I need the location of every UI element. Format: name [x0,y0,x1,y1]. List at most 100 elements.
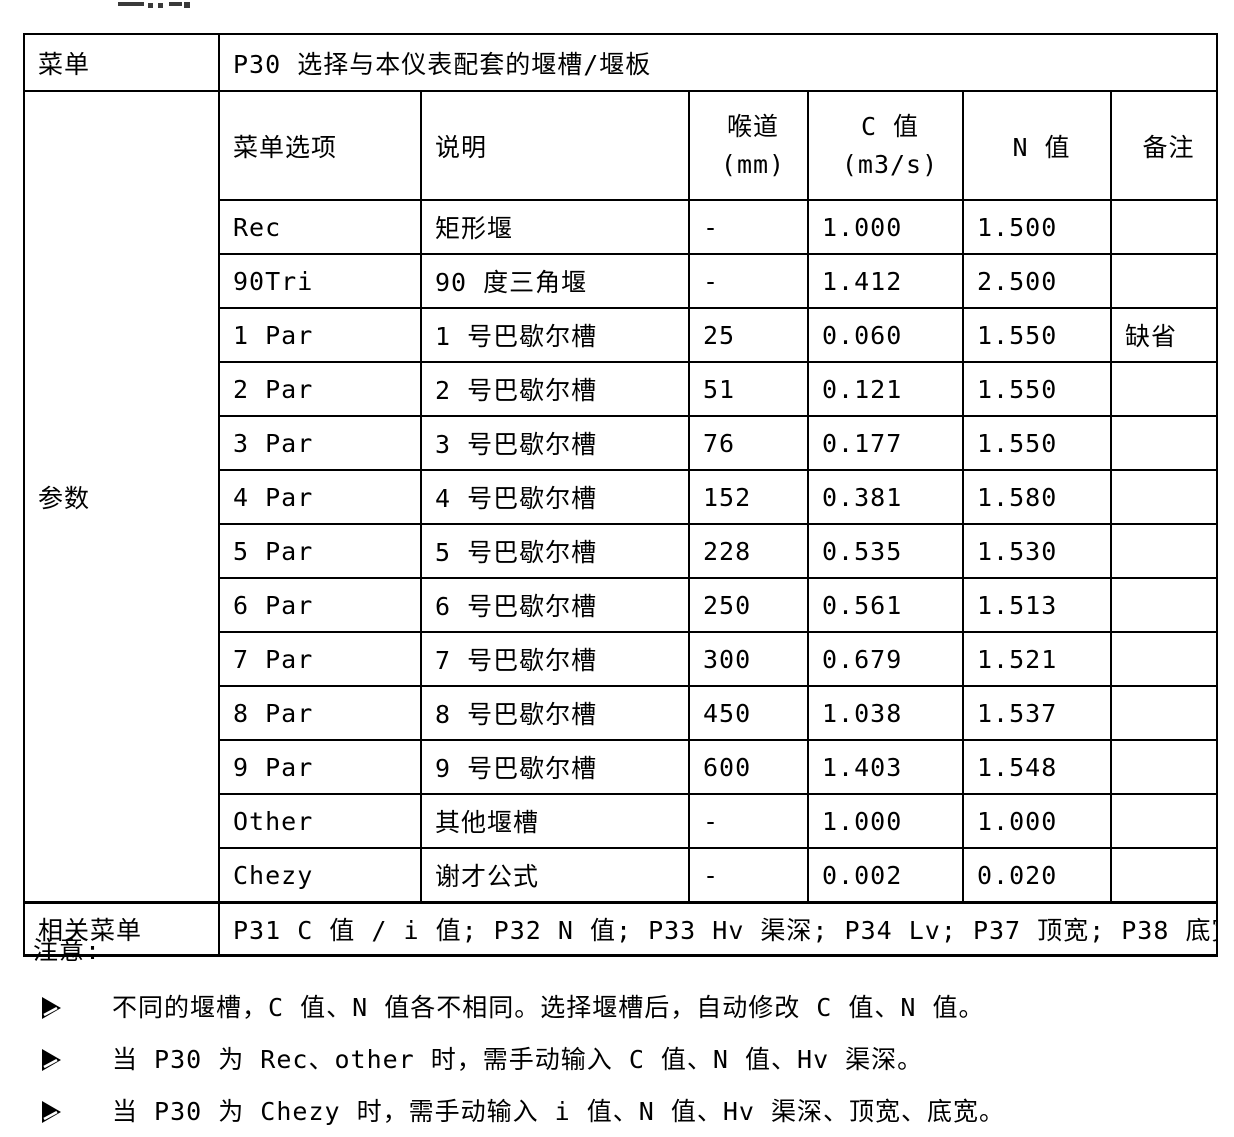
c-cell: 0.121 [807,361,964,417]
desc-cell: 9 号巴歇尔槽 [420,739,690,795]
throat-cell: - [688,793,809,849]
remark-cell [1109,361,1219,417]
throat-cell: 450 [688,685,809,741]
menu-label-cell: 菜单 [23,33,220,92]
n-cell: 1.550 [962,361,1112,417]
desc-cell: 90 度三角堰 [420,253,690,309]
c-cell: 1.000 [807,793,964,849]
n-cell: 1.550 [962,307,1112,363]
table-row: 4 Par 4 号巴歇尔槽 152 0.381 1.580 [24,469,1219,525]
option-cell: 9 Par [218,739,422,795]
option-cell: 8 Par [218,685,422,741]
remark-cell [1109,415,1219,471]
desc-cell: 4 号巴歇尔槽 [420,469,690,525]
parameter-table: 菜单 P30 选择与本仪表配套的堰槽/堰板 参数 菜单选项 说明 喉道 (mm)… [23,33,1219,957]
n-cell: 0.020 [962,847,1112,904]
throat-cell: - [688,199,809,255]
related-label-cell: 相关菜单 [23,901,220,957]
notes-heading: 注意: [33,936,102,965]
remark-cell [1109,577,1219,633]
note-item: 当 P30 为 Rec、other 时，需手动输入 C 值、N 值、Hv 渠深。 [41,1044,923,1076]
table-row: 1 Par 1 号巴歇尔槽 25 0.060 1.550 缺省 [24,307,1219,363]
table-header-row: 参数 菜单选项 说明 喉道 (mm) C 值 (m3/s) N 值 备注 [23,90,1219,904]
header-throat-cell: 喉道 (mm) [688,90,809,201]
desc-cell: 谢才公式 [420,847,690,904]
table-row: 9 Par 9 号巴歇尔槽 600 1.403 1.548 [24,739,1219,795]
table-row: 5 Par 5 号巴歇尔槽 228 0.535 1.530 [24,523,1219,579]
desc-cell: 7 号巴歇尔槽 [420,631,690,687]
option-cell: 7 Par [218,631,422,687]
note-text: 当 P30 为 Chezy 时，需手动输入 i 值、N 值、Hv 渠深、顶宽、底… [112,1097,1006,1126]
header-option-cell: 菜单选项 [218,90,422,201]
note-text: 不同的堰槽，C 值、N 值各不相同。选择堰槽后，自动修改 C 值、N 值。 [112,993,985,1022]
table-row-related: 相关菜单 P31 C 值 / i 值; P32 N 值; P33 Hv 渠深; … [23,901,1219,957]
c-cell: 0.679 [807,631,964,687]
throat-cell: 25 [688,307,809,363]
remark-cell [1109,793,1219,849]
throat-cell: - [688,253,809,309]
table-row: Chezy 谢才公式 - 0.002 0.020 [24,847,1219,904]
table-row: 3 Par 3 号巴歇尔槽 76 0.177 1.550 [24,415,1219,471]
c-cell: 0.381 [807,469,964,525]
note-text: 当 P30 为 Rec、other 时，需手动输入 C 值、N 值、Hv 渠深。 [112,1045,924,1074]
table-row: Other 其他堰槽 - 1.000 1.000 [24,793,1219,849]
c-cell: 0.535 [807,523,964,579]
remark-cell [1109,631,1219,687]
c-cell: 1.000 [807,199,964,255]
option-cell: Other [218,793,422,849]
remark-cell [1109,523,1219,579]
header-c-cell: C 值 (m3/s) [807,90,964,201]
option-cell: 3 Par [218,415,422,471]
remark-cell [1109,253,1219,309]
option-cell: 4 Par [218,469,422,525]
n-cell: 1.548 [962,739,1112,795]
option-cell: 90Tri [218,253,422,309]
arrow-bullet-icon [42,1049,61,1071]
table-row: 7 Par 7 号巴歇尔槽 300 0.679 1.521 [24,631,1219,687]
note-item: 当 P30 为 Chezy 时，需手动输入 i 值、N 值、Hv 渠深、顶宽、底… [41,1096,1005,1128]
throat-cell: 51 [688,361,809,417]
option-cell: 2 Par [218,361,422,417]
c-cell: 0.060 [807,307,964,363]
option-cell: Rec [218,199,422,255]
desc-cell: 3 号巴歇尔槽 [420,415,690,471]
throat-cell: 250 [688,577,809,633]
table-row: 90Tri 90 度三角堰 - 1.412 2.500 [24,253,1219,309]
n-cell: 1.521 [962,631,1112,687]
c-cell: 1.403 [807,739,964,795]
option-cell: 5 Par [218,523,422,579]
throat-cell: 152 [688,469,809,525]
desc-cell: 1 号巴歇尔槽 [420,307,690,363]
menu-value-cell: P30 选择与本仪表配套的堰槽/堰板 [217,33,1219,92]
remark-cell [1109,739,1219,795]
desc-cell: 6 号巴歇尔槽 [420,577,690,633]
header-remark-cell: 备注 [1109,90,1219,201]
throat-cell: 600 [688,739,809,795]
n-cell: 1.537 [962,685,1112,741]
desc-cell: 矩形堰 [420,199,690,255]
table-row: Rec 矩形堰 - 1.000 1.500 [24,199,1219,255]
c-cell: 1.412 [807,253,964,309]
option-cell: Chezy [218,847,422,904]
remark-cell [1109,685,1219,741]
header-n-cell: N 值 [962,90,1112,201]
throat-cell: - [688,847,809,904]
n-cell: 1.580 [962,469,1112,525]
table-row: 8 Par 8 号巴歇尔槽 450 1.038 1.537 [24,685,1219,741]
remark-cell: 缺省 [1109,307,1219,363]
remark-cell [1109,199,1219,255]
remark-cell [1109,847,1219,904]
desc-cell: 其他堰槽 [420,793,690,849]
arrow-bullet-icon [42,1101,61,1123]
n-cell: 1.530 [962,523,1112,579]
arrow-bullet-icon [42,997,61,1019]
table-row: 6 Par 6 号巴歇尔槽 250 0.561 1.513 [24,577,1219,633]
n-cell: 1.550 [962,415,1112,471]
n-cell: 1.000 [962,793,1112,849]
related-value-cell: P31 C 值 / i 值; P32 N 值; P33 Hv 渠深; P34 L… [217,901,1219,957]
header-description-cell: 说明 [420,90,690,201]
n-cell: 2.500 [962,253,1112,309]
throat-cell: 300 [688,631,809,687]
c-cell: 0.561 [807,577,964,633]
